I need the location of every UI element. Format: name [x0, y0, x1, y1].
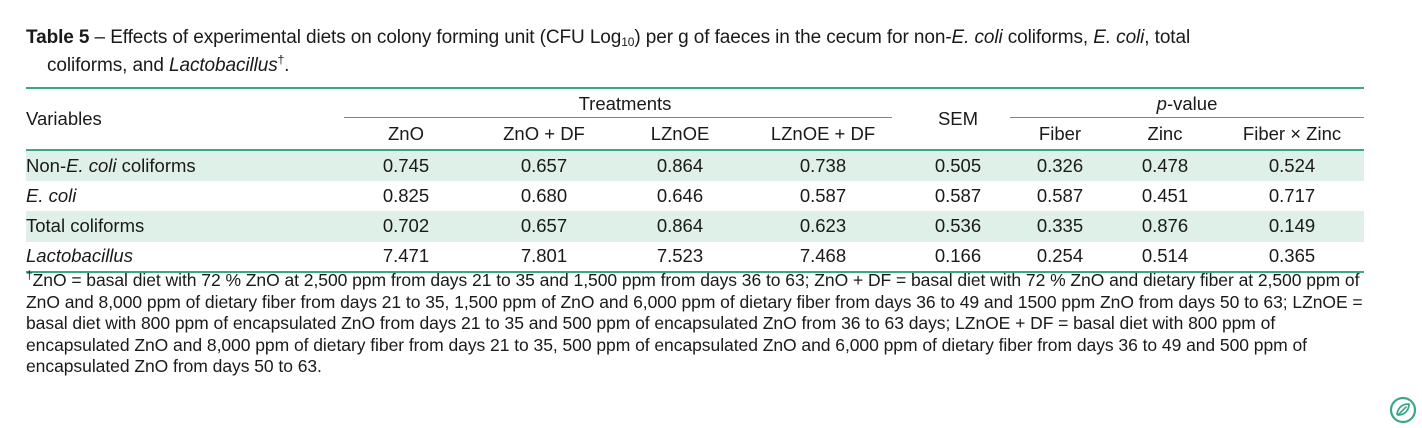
treatments-underline [344, 117, 892, 118]
cell-zno-df: 0.680 [520, 184, 568, 206]
caption-dagger: † [277, 52, 285, 67]
cell-fiber: 0.326 [1010, 150, 1110, 181]
caption-ecoli-1: E. coli [951, 27, 1003, 48]
treatments-header-label: Treatments [578, 92, 672, 114]
cell-fiber: 0.335 [1010, 211, 1110, 242]
cell-zno: 7.471 [382, 245, 430, 267]
caption-ecoli-2: E. coli [1093, 27, 1145, 48]
table-row: E. coli 0.825 0.680 0.646 0.587 0.587 0.… [26, 181, 1364, 212]
table-footnote: †ZnO = basal diet with 72 % ZnO at 2,500… [26, 268, 1371, 378]
cell-sem: 0.166 [934, 245, 982, 267]
row-label-pre: Non- [26, 154, 67, 176]
cell-lznoe-df: 0.587 [799, 184, 847, 206]
caption-text-5: coliforms, and [47, 55, 170, 76]
cell-fiber-x-zinc: 0.717 [1268, 184, 1316, 206]
cell-fiber-x-zinc: 0.149 [1220, 211, 1365, 242]
caption-text-3: coliforms, [1002, 27, 1094, 48]
cell-lznoe: 7.523 [656, 245, 704, 267]
cell-fiber-x-zinc: 0.524 [1220, 150, 1365, 181]
cell-lznoe: 0.646 [656, 184, 704, 206]
row-label: Non-E. coli coliforms [26, 150, 344, 181]
caption-line-2: coliforms, and Lactobacillus†. [26, 52, 1371, 80]
treatments-header: Treatments [344, 88, 906, 118]
col-header-zinc: Zinc [1147, 122, 1183, 144]
row-label-italic: E. coli [66, 154, 117, 176]
col-header-lznoe: LZnOE [650, 122, 710, 144]
variables-header: Variables [26, 108, 102, 129]
cell-lznoe: 0.864 [620, 211, 740, 242]
col-header-lznoe-df: LZnOE + DF [770, 122, 876, 144]
cell-zinc: 0.451 [1141, 184, 1189, 206]
row-label-pre: Total coliforms [26, 215, 145, 237]
caption-lactobacillus: Lactobacillus [169, 55, 278, 76]
cell-lznoe: 0.864 [620, 150, 740, 181]
cell-zinc: 0.514 [1141, 245, 1189, 267]
pvalue-underline [1010, 117, 1365, 118]
cell-zno: 0.825 [382, 184, 430, 206]
cell-zno: 0.702 [344, 211, 468, 242]
col-header-fiber-x-zinc: Fiber × Zinc [1242, 122, 1342, 144]
footnote-text: ZnO = basal diet with 72 % ZnO at 2,500 … [26, 270, 1363, 376]
caption-text-4: , total [1144, 27, 1191, 48]
cell-fiber: 0.587 [1036, 184, 1084, 206]
table-row: Lactobacillus 7.471 7.801 7.523 7.468 0.… [26, 242, 1365, 273]
table-row: Total coliforms 0.702 0.657 0.864 0.623 … [26, 211, 1365, 242]
cell-lznoe-df: 7.468 [799, 245, 847, 267]
col-header-zno: ZnO [388, 122, 424, 144]
cell-sem: 0.505 [906, 150, 1010, 181]
cell-fiber-x-zinc: 0.365 [1268, 245, 1316, 267]
pvalue-header-rest: -value [1166, 92, 1218, 114]
row-label-italic: E. coli [26, 184, 77, 206]
pvalue-header-p: p [1156, 92, 1167, 114]
footnote-dagger: † [26, 268, 33, 283]
cell-lznoe-df: 0.623 [740, 211, 906, 242]
leaf-logo-icon [1389, 396, 1417, 424]
header-row-1: Variables Treatments SEM p-value [26, 88, 1365, 129]
caption-subscript: 10 [621, 35, 635, 49]
cell-fiber: 0.254 [1036, 245, 1084, 267]
cell-zinc: 0.478 [1110, 150, 1220, 181]
cell-zno: 0.745 [344, 150, 468, 181]
results-table: Variables Treatments SEM p-value ZnO ZnO… [26, 87, 1365, 273]
cell-lznoe-df: 0.738 [740, 150, 906, 181]
table-row: Non-E. coli coliforms 0.745 0.657 0.864 … [26, 150, 1365, 181]
caption-dash: – [89, 27, 111, 48]
row-label-italic: Lactobacillus [26, 245, 133, 267]
cell-zno-df: 7.801 [520, 245, 568, 267]
row-label: Total coliforms [26, 211, 344, 242]
cell-zno-df: 0.657 [468, 150, 620, 181]
caption-period: . [284, 55, 290, 76]
cell-sem: 0.587 [934, 184, 982, 206]
cell-zinc: 0.876 [1110, 211, 1220, 242]
col-header-zno-df: ZnO + DF [503, 122, 585, 144]
cell-sem: 0.536 [906, 211, 1010, 242]
caption-label: Table 5 [26, 27, 90, 48]
row-label: E. coli [26, 181, 344, 212]
table-caption: Table 5 – Effects of experimental diets … [26, 24, 1371, 80]
pvalue-header: p-value [1010, 88, 1365, 118]
header-row-2: ZnO ZnO + DF LZnOE LZnOE + DF Fiber Zinc… [26, 118, 1365, 150]
row-label-post: coliforms [116, 154, 196, 176]
cell-zno-df: 0.657 [468, 211, 620, 242]
caption-text-2: ) per g of faeces in the cecum for non- [634, 27, 952, 48]
col-header-fiber: Fiber [1038, 122, 1082, 144]
caption-text-1: Effects of experimental diets on colony … [110, 27, 622, 48]
row-label: Lactobacillus [26, 242, 344, 273]
sem-header: SEM [937, 108, 979, 129]
